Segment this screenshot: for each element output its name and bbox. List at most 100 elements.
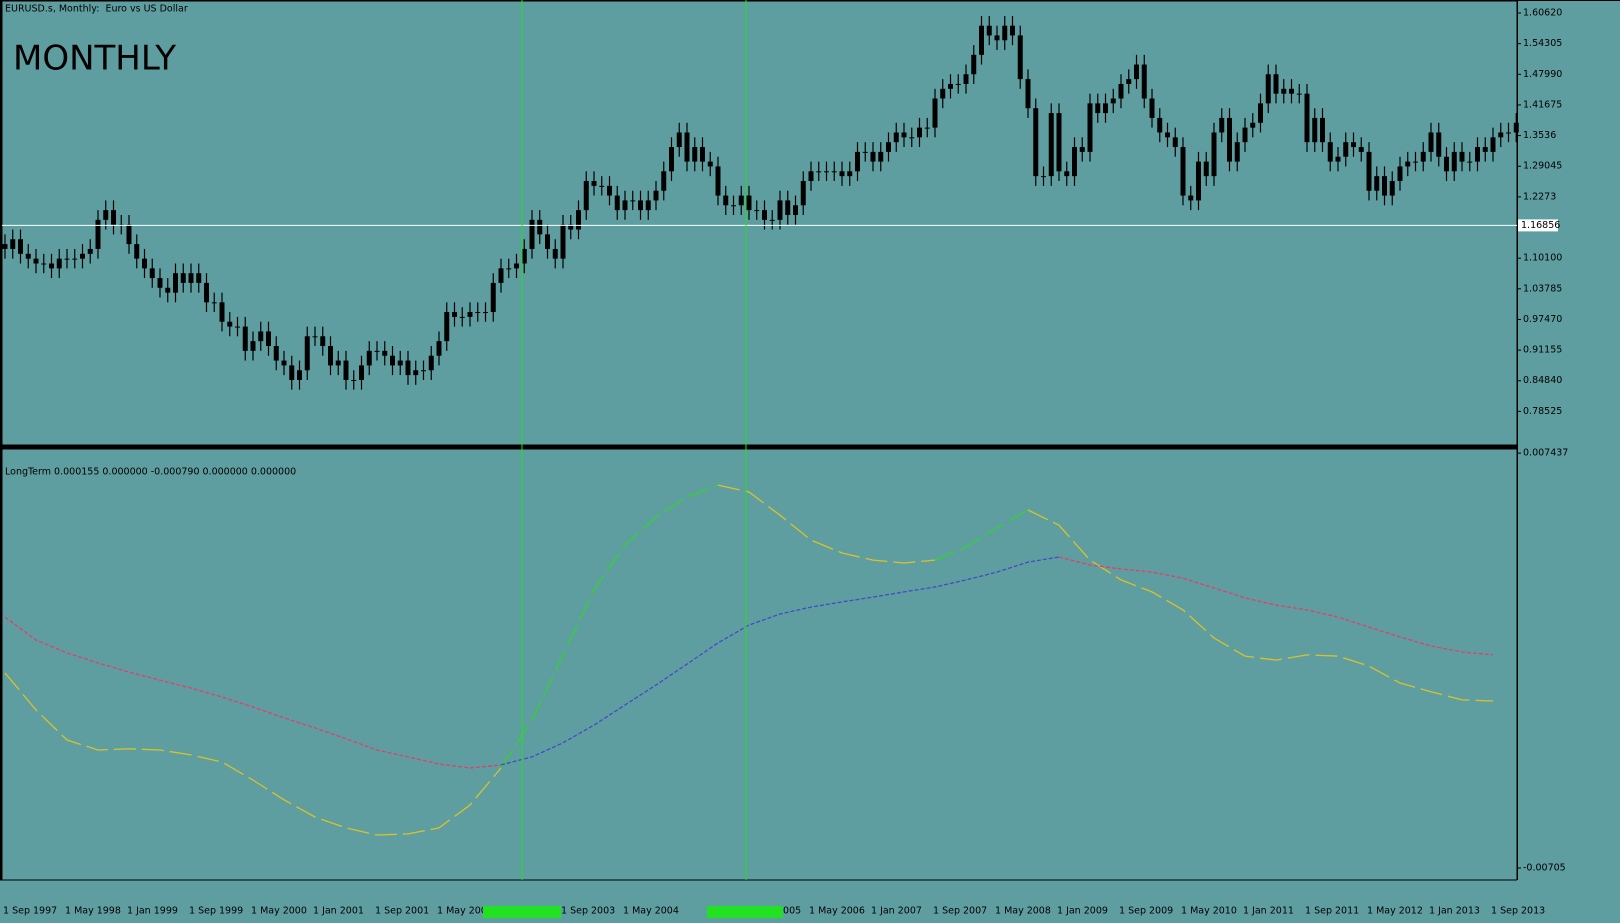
candle-body	[777, 200, 783, 220]
candle-body	[1258, 103, 1263, 123]
candle-body	[165, 287, 171, 293]
candle-body	[1110, 98, 1116, 104]
y-tick-label: 0.84840	[1523, 375, 1562, 386]
candle-body	[157, 278, 163, 288]
candle-body	[560, 224, 566, 259]
candle-body	[816, 171, 822, 173]
y-tick-label: 0.97470	[1523, 314, 1562, 325]
candle-body	[266, 331, 271, 347]
time-marker	[483, 906, 561, 918]
candle-body	[1366, 151, 1372, 191]
candle-body	[924, 127, 930, 129]
price-panel	[1, 0, 1518, 446]
candle-body	[227, 321, 233, 327]
candle-body	[1025, 79, 1031, 109]
candle-body	[1281, 88, 1287, 94]
candle-body	[459, 316, 465, 318]
candle-body	[1118, 83, 1124, 99]
candle-body	[1203, 161, 1209, 177]
candle-body	[1420, 151, 1426, 162]
candle-body	[204, 282, 209, 303]
candle-body	[1436, 132, 1442, 157]
x-tick-label: 1 May 2000	[251, 906, 307, 917]
candle-body	[506, 268, 512, 270]
candle-body	[1320, 117, 1325, 143]
candle-body	[320, 336, 326, 347]
y-tick-label: 1.60620	[1523, 8, 1562, 19]
candle-body	[878, 151, 884, 162]
candle-body	[242, 326, 248, 351]
candle-body	[692, 147, 698, 162]
candle-body	[1335, 156, 1341, 162]
candle-body	[1273, 74, 1279, 94]
x-tick-label: 1 May 1998	[65, 906, 121, 917]
candle-body	[622, 200, 628, 211]
candle-body	[994, 35, 1000, 41]
candle-body	[273, 346, 279, 361]
bid-label-box	[1518, 219, 1558, 232]
candle-body	[64, 258, 70, 260]
candle-body	[1211, 132, 1217, 177]
candle-body	[374, 350, 380, 352]
candle-body	[1041, 176, 1046, 178]
candle-body	[1017, 35, 1023, 80]
candle-body	[103, 210, 109, 220]
candle-body	[1405, 161, 1411, 167]
annotation: MONTHLY	[13, 39, 176, 79]
candle-body	[335, 360, 341, 366]
candle-body	[521, 248, 527, 264]
candle-body	[653, 190, 659, 201]
x-tick-label: 1 May 2002	[437, 906, 493, 917]
x-tick-label: 1 Jan 2009	[1057, 906, 1108, 917]
x-tick-label: 1 Jan 2013	[1429, 906, 1480, 917]
candle-body	[142, 258, 147, 269]
candle-body	[475, 312, 481, 314]
candle-body	[909, 137, 915, 139]
candle-body	[149, 268, 155, 279]
candle-body	[1056, 113, 1062, 172]
candle-body	[545, 234, 550, 249]
candle-body	[537, 219, 543, 235]
candle-body	[126, 224, 132, 245]
candle-body	[1482, 147, 1488, 152]
y-tick-label: 1.3536	[1523, 130, 1556, 141]
bid-label: 1.16856	[1521, 220, 1560, 231]
y-tick-label: 0.78525	[1523, 406, 1562, 417]
x-tick-label: 1 May 2004	[623, 906, 679, 917]
indicator-line	[500, 484, 1029, 769]
y-tick-label: 1.2273	[1523, 191, 1556, 202]
candle-body	[397, 360, 403, 366]
candle-body	[1242, 127, 1248, 143]
candle-body	[1304, 93, 1310, 143]
candle-body	[452, 312, 457, 317]
candle-body	[669, 147, 674, 172]
candle-body	[831, 171, 837, 173]
candle-body	[1033, 108, 1039, 177]
candle-body	[1397, 166, 1403, 182]
x-tick-label: 1 May 2006	[809, 906, 865, 917]
candle-body	[188, 273, 194, 283]
y-tick-label: -0.00705	[1523, 862, 1566, 873]
y-tick-label: 1.47990	[1523, 69, 1562, 80]
candle-body	[1498, 132, 1504, 138]
candle-body	[940, 88, 946, 99]
x-tick-label: 1 Sep 2011	[1305, 906, 1359, 917]
candle-body	[304, 336, 310, 371]
candle-body	[1188, 195, 1194, 201]
x-tick-label: 1 Sep 1997	[3, 906, 57, 917]
candle-body	[1490, 137, 1496, 152]
indicator-title: LongTerm 0.000155 0.000000 -0.000790 0.0…	[5, 467, 296, 478]
candle-body	[180, 273, 186, 283]
candle-body	[1095, 103, 1101, 114]
candle-body	[529, 219, 535, 249]
candle-body	[390, 355, 395, 366]
candle-body	[498, 268, 504, 283]
candle-body	[1079, 147, 1085, 152]
candle-body	[1413, 161, 1418, 163]
candle-body	[18, 239, 23, 254]
candle-body	[1196, 161, 1201, 201]
y-tick-label: 1.29045	[1523, 161, 1562, 172]
candle-body	[87, 248, 93, 254]
